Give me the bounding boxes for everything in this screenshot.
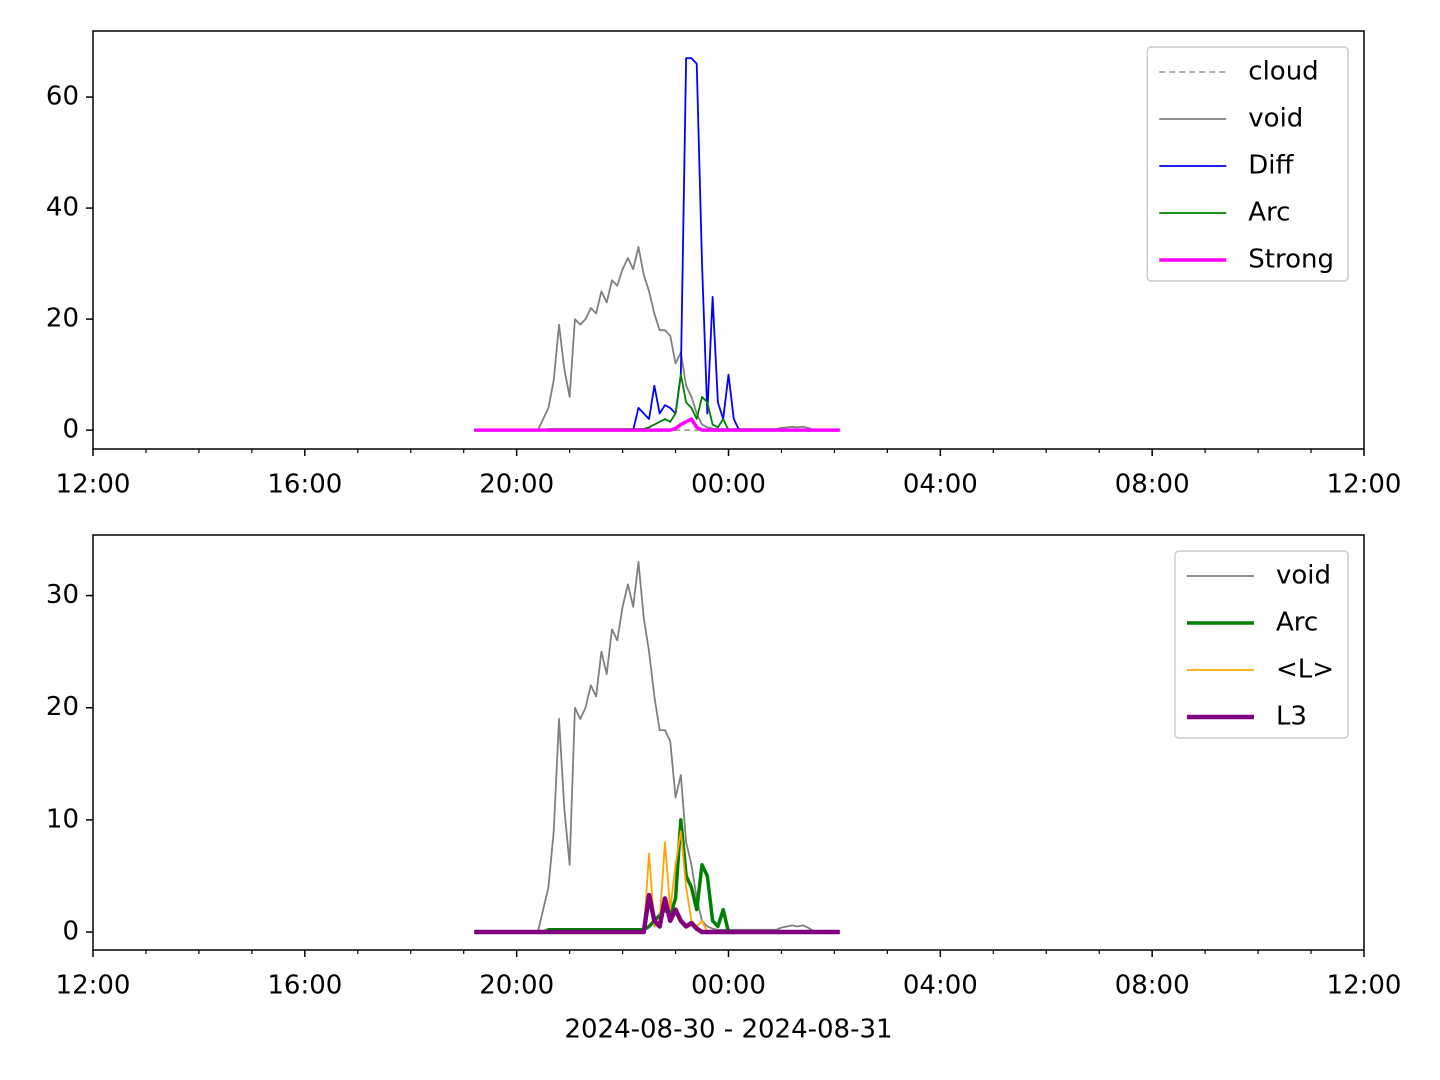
series-line [474, 417, 840, 432]
x-tick-label: 20:00 [479, 971, 554, 1001]
legend-label: <L> [1276, 655, 1334, 685]
x-tick-label: 12:00 [1327, 470, 1402, 500]
y-tick-label: 20 [46, 692, 79, 722]
x-tick-label: 12:00 [1327, 971, 1402, 1001]
x-tick-label: 16:00 [267, 470, 342, 500]
y-tick-label: 0 [62, 917, 79, 947]
legend-label: cloud [1248, 57, 1318, 87]
x-tick-label: 12:00 [56, 470, 131, 500]
series-line [474, 561, 840, 933]
x-tick-label: 16:00 [267, 971, 342, 1001]
legend-label: Diff [1248, 151, 1294, 181]
axes-frame [92, 30, 1365, 450]
series-line [474, 892, 840, 935]
y-tick-label: 0 [62, 415, 79, 445]
legend: void Arc <L> L3 [1174, 550, 1349, 739]
legend-label: L3 [1276, 702, 1307, 732]
legend-frame [1174, 550, 1349, 739]
x-tick-label: 20:00 [479, 470, 554, 500]
x-tick-label: 12:00 [56, 971, 131, 1001]
y-tick-label: 40 [46, 193, 79, 223]
x-tick-label: 04:00 [903, 971, 978, 1001]
y-tick-label: 10 [46, 804, 79, 834]
axes-frame [92, 534, 1365, 951]
legend-label: Arc [1276, 608, 1318, 638]
x-tick-label: 00:00 [691, 971, 766, 1001]
y-tick-label: 20 [46, 304, 79, 334]
x-tick-label: 04:00 [903, 470, 978, 500]
series-line [474, 818, 840, 934]
y-tick-label: 60 [46, 82, 79, 112]
x-tick-label: 08:00 [1115, 971, 1190, 1001]
legend-label: Strong [1248, 245, 1334, 275]
series-line [474, 57, 840, 432]
x-axis-label: 2024-08-30 - 2024-08-31 [564, 1015, 892, 1045]
legend-label: void [1248, 104, 1303, 134]
x-tick-label: 08:00 [1115, 470, 1190, 500]
x-tick-label: 00:00 [691, 470, 766, 500]
legend-frame [1146, 46, 1349, 282]
legend-label: void [1276, 561, 1331, 591]
y-tick-label: 30 [46, 580, 79, 610]
legend-label: Arc [1248, 198, 1290, 228]
legend: cloud void Diff Arc Strong [1146, 46, 1349, 282]
